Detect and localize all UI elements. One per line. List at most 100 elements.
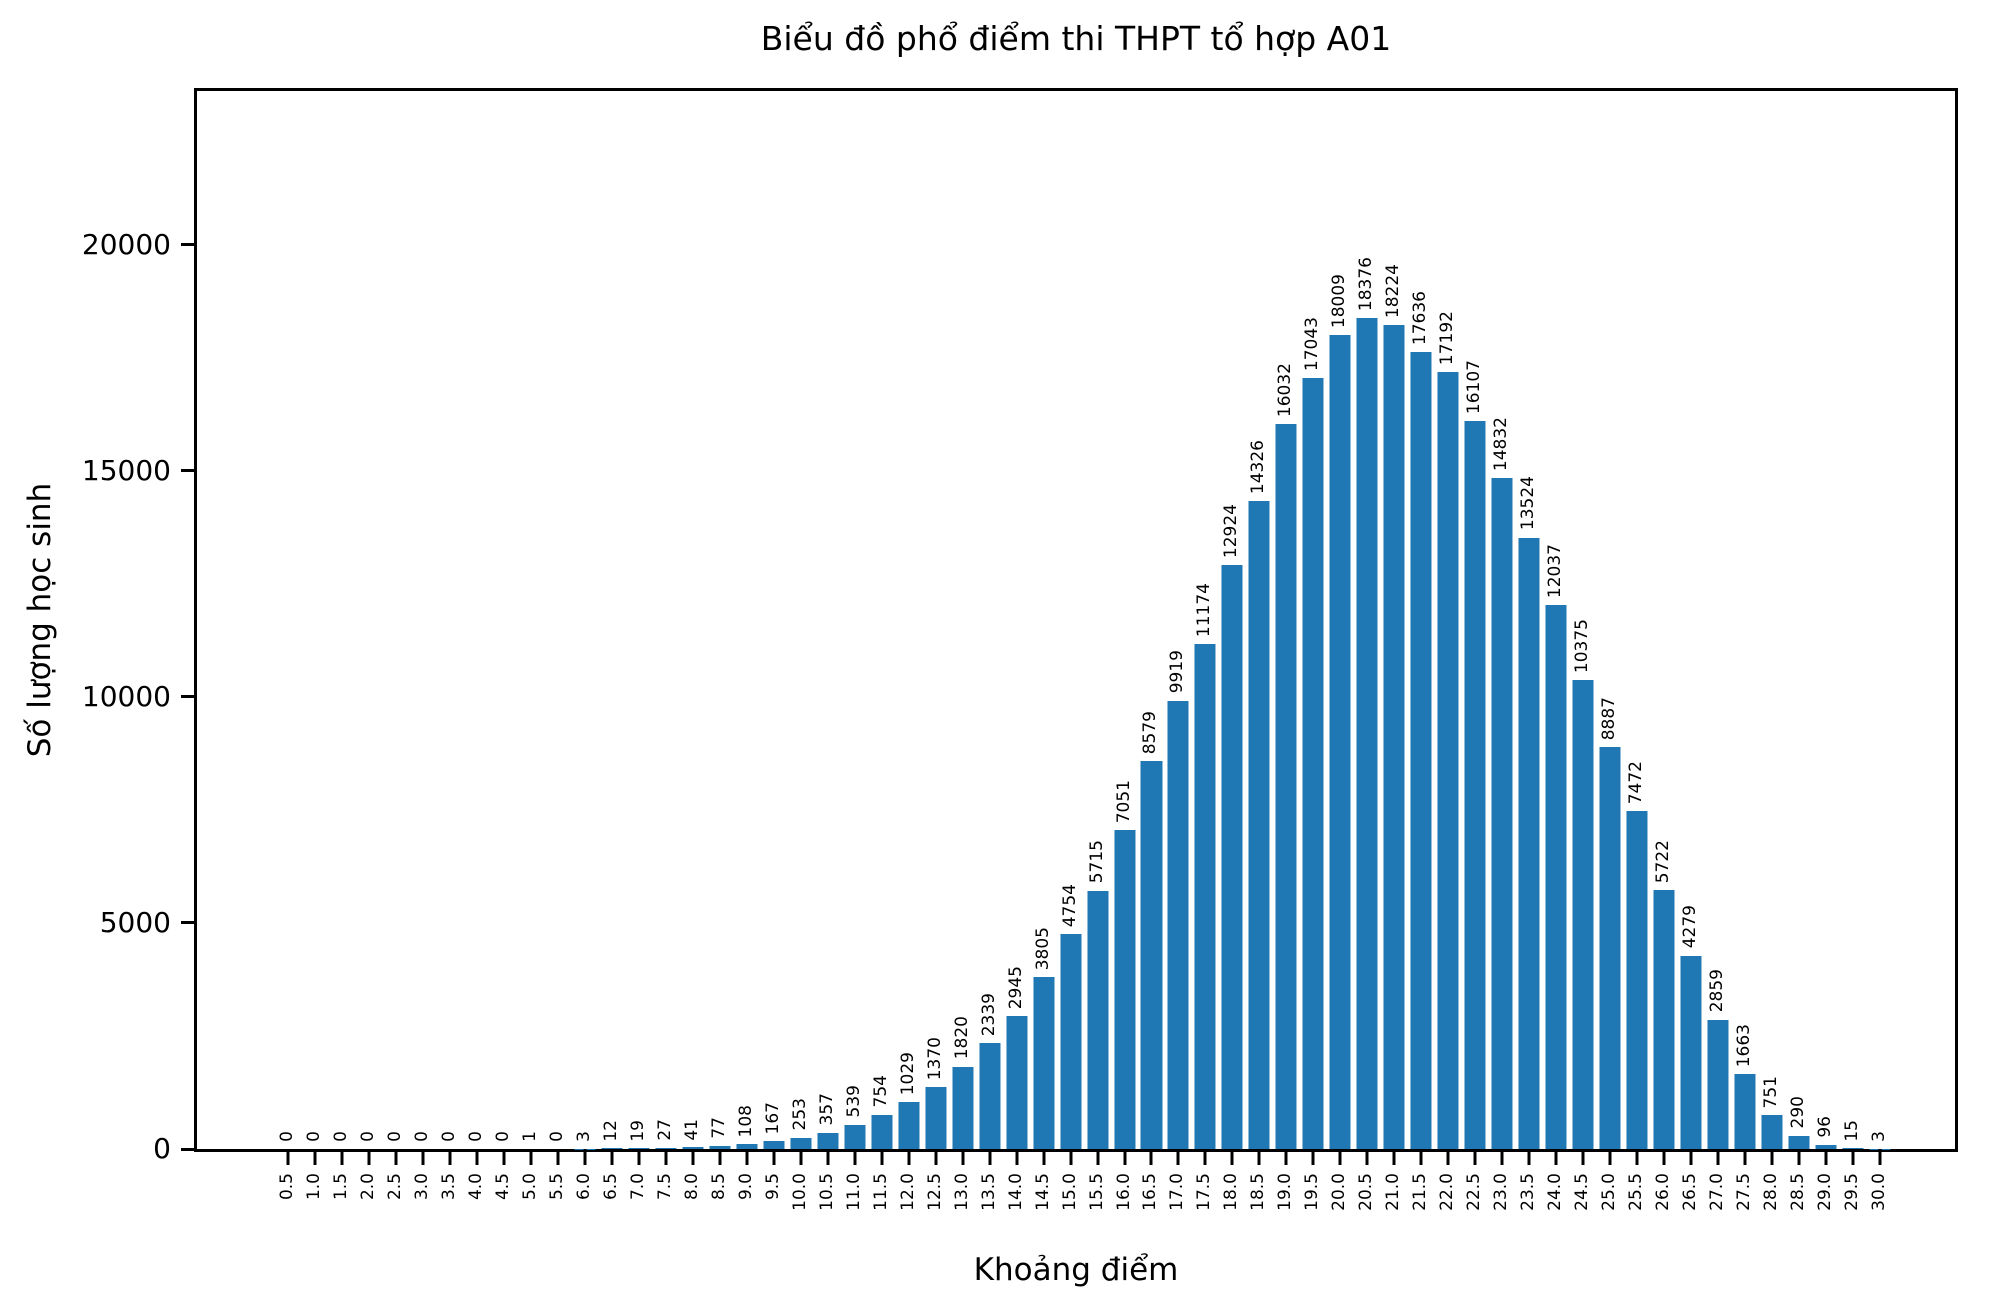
bar-slot: 27 7.5: [653, 91, 680, 1200]
bar-slot: 18376 20.5: [1354, 91, 1381, 1211]
y-tick-label: 20000: [81, 227, 171, 261]
x-tick-mark: [1554, 1149, 1558, 1165]
x-tick-label: 22.5: [1464, 1173, 1485, 1211]
x-tick-mark: [1015, 1149, 1019, 1165]
x-tick-label: 23.5: [1518, 1173, 1539, 1211]
bar-value-label: 41: [682, 1118, 703, 1141]
x-tick-mark: [907, 1149, 911, 1165]
bar: [1329, 334, 1351, 1149]
bar: [1815, 1144, 1837, 1149]
x-tick-mark: [1743, 1149, 1747, 1165]
x-tick-mark: [1716, 1149, 1720, 1165]
plot-area: 0 0.5 0 1.0 0 1.5 0 2.0 0 2.5 0 3.0 0 3.5 0 4.0 0 4.5 1 5.0…: [82, 88, 1958, 1211]
bar-slot: 2339 13.5: [976, 91, 1003, 1211]
x-tick-label: 21.0: [1383, 1173, 1404, 1211]
x-tick-label: 29.0: [1814, 1173, 1835, 1211]
x-tick-mark: [637, 1149, 641, 1165]
bar-slot: 41 8.0: [680, 91, 707, 1200]
bar-slot: 1663 27.5: [1731, 91, 1758, 1211]
bar-slot: 108 9.0: [733, 91, 760, 1200]
bar: [1572, 679, 1594, 1149]
bar-slot: 19 7.0: [626, 91, 653, 1200]
x-tick-label: 11.0: [844, 1173, 865, 1211]
x-tick-label: 6.5: [601, 1173, 622, 1201]
x-tick-mark: [1230, 1149, 1234, 1165]
bar-value-label: 7051: [1113, 779, 1134, 824]
x-tick-label: 2.5: [385, 1173, 406, 1201]
bar-value-label: 13524: [1518, 476, 1539, 531]
bar-value-label: 1663: [1734, 1023, 1755, 1067]
bar-slot: 0 1.5: [329, 91, 356, 1200]
x-axis-label: Khoảng điểm: [973, 1252, 1179, 1288]
x-tick-mark: [1365, 1149, 1369, 1165]
x-tick-label: 2.0: [358, 1173, 379, 1201]
x-tick-label: 4.5: [493, 1173, 514, 1201]
bar-slot: 751 28.0: [1758, 91, 1785, 1211]
bar-value-label: 3: [574, 1131, 595, 1142]
bar-slot: 0 0.5: [275, 91, 302, 1200]
bar-slot: 1370 12.5: [922, 91, 949, 1211]
x-tick-mark: [1851, 1149, 1855, 1165]
bar-value-label: 108: [736, 1104, 757, 1138]
x-tick-label: 18.0: [1221, 1173, 1242, 1211]
x-tick-label: 1.0: [304, 1173, 325, 1201]
x-tick-label: 9.0: [736, 1173, 757, 1201]
bar-slot: 11174 17.5: [1192, 91, 1219, 1211]
bar-slot: 14326 18.5: [1246, 91, 1273, 1211]
bars-container: 0 0.5 0 1.0 0 1.5 0 2.0 0 2.5 0 3.0 0 3.5 0 4.0 0 4.5 1 5.0…: [275, 91, 1893, 1211]
x-tick-mark: [1149, 1149, 1153, 1165]
bar-slot: 12 6.5: [599, 91, 626, 1200]
bar-slot: 96 29.0: [1812, 91, 1839, 1211]
bar-value-label: 1370: [924, 1036, 945, 1081]
x-tick-mark: [1689, 1149, 1693, 1165]
bar: [871, 1114, 893, 1149]
bar-value-label: 5715: [1086, 840, 1107, 884]
bar-slot: 77 8.5: [707, 91, 734, 1200]
bar: [1626, 811, 1648, 1149]
x-tick-mark: [1473, 1149, 1477, 1165]
bar-slot: 4279 26.5: [1677, 91, 1704, 1211]
bar-value-label: 11174: [1194, 582, 1215, 637]
x-tick-mark: [1042, 1149, 1046, 1165]
x-tick-label: 12.5: [924, 1173, 945, 1211]
bar-value-label: 17043: [1302, 317, 1323, 372]
x-tick-label: 3.0: [412, 1173, 433, 1201]
bar-value-label: 77: [709, 1116, 730, 1139]
x-tick-mark: [1500, 1149, 1504, 1165]
x-tick-label: 29.5: [1841, 1173, 1862, 1211]
bar-value-label: 4279: [1680, 905, 1701, 949]
bar-value-label: 9919: [1167, 650, 1188, 694]
bar-value-label: 0: [385, 1131, 406, 1142]
x-tick-mark: [556, 1149, 560, 1165]
bar: [1734, 1073, 1756, 1149]
x-tick-label: 8.5: [709, 1173, 730, 1201]
bar-value-label: 290: [1787, 1096, 1808, 1129]
bar: [1464, 420, 1486, 1149]
bar-slot: 13524 23.5: [1516, 91, 1543, 1211]
bar-slot: 5722 26.0: [1650, 91, 1677, 1211]
bar: [1599, 747, 1621, 1149]
bar-slot: 0 4.0: [464, 91, 491, 1200]
bar-slot: 14832 23.0: [1489, 91, 1516, 1211]
bar-value-label: 539: [844, 1085, 865, 1118]
bar-slot: 4754 15.0: [1057, 91, 1084, 1211]
bar-value-label: 754: [871, 1075, 892, 1108]
x-tick-label: 13.5: [978, 1173, 999, 1211]
y-tick-mark: [181, 1147, 197, 1151]
x-tick-label: 25.5: [1626, 1173, 1647, 1211]
bar-slot: 167 9.5: [760, 91, 787, 1200]
x-tick-label: 5.0: [520, 1173, 541, 1201]
bar-value-label: 18376: [1356, 257, 1377, 312]
bar: [1006, 1015, 1028, 1149]
x-tick-label: 1.5: [331, 1173, 352, 1201]
x-tick-label: 15.0: [1059, 1173, 1080, 1211]
bar-slot: 1 5.0: [518, 91, 545, 1200]
bar-value-label: 18224: [1383, 263, 1404, 319]
x-tick-mark: [529, 1149, 533, 1165]
bar: [1087, 890, 1109, 1149]
bar-value-label: 2945: [1005, 965, 1026, 1009]
bar: [1545, 604, 1567, 1149]
x-tick-mark: [1419, 1149, 1423, 1165]
x-tick-label: 13.0: [951, 1173, 972, 1211]
